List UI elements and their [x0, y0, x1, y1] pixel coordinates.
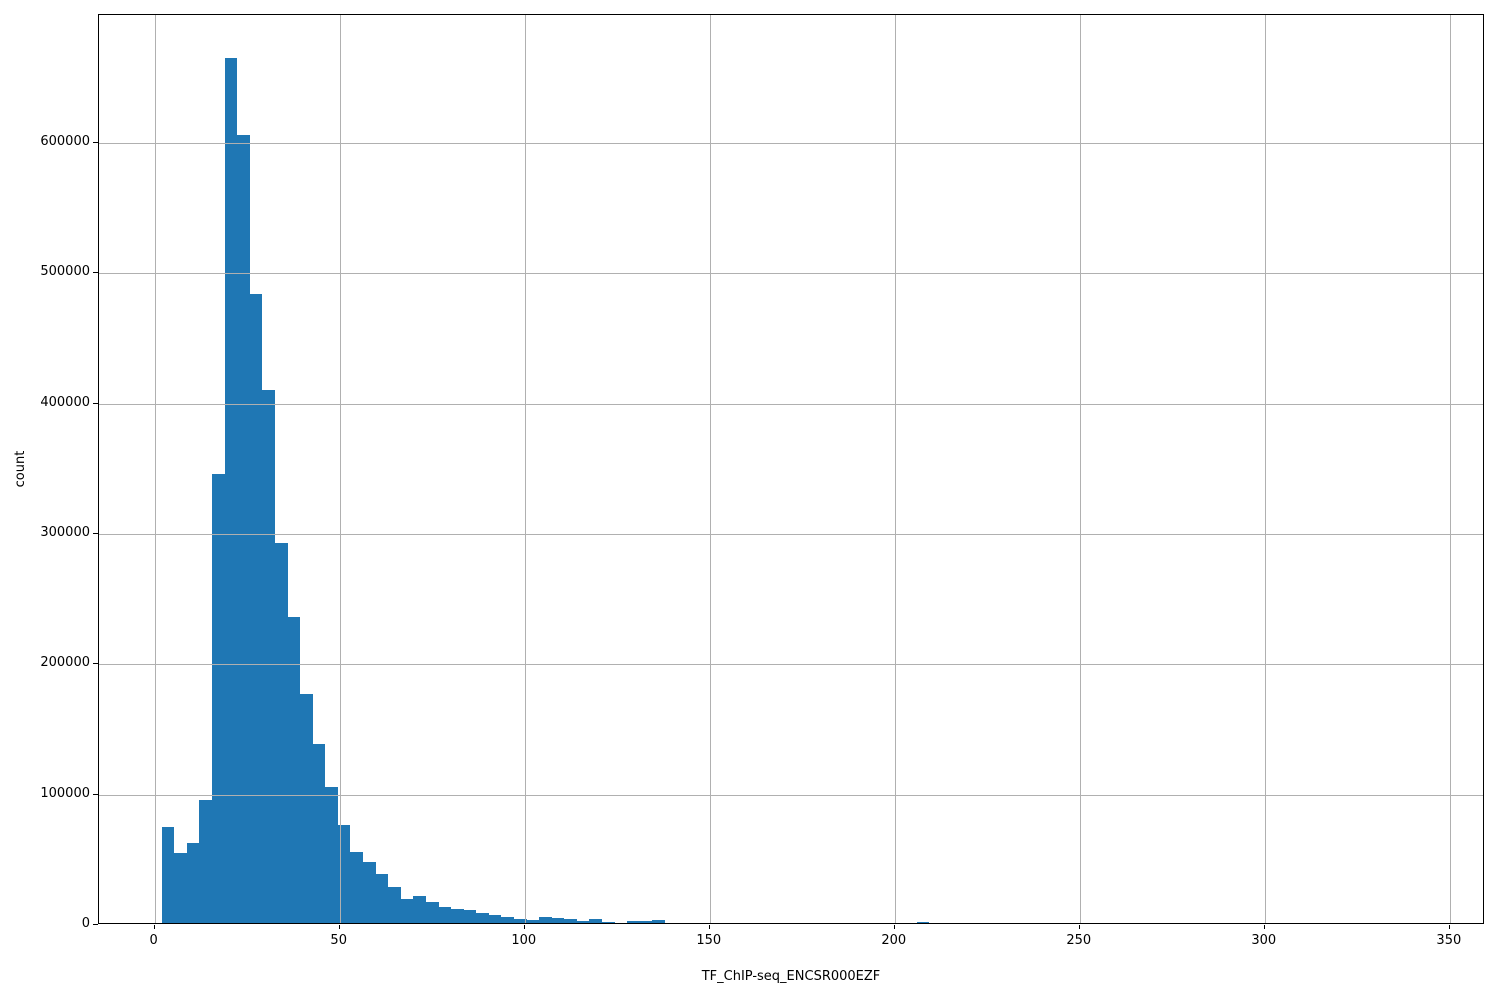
gridline-vertical [339, 15, 341, 923]
histogram-bar [363, 862, 376, 923]
x-tick-label: 0 [149, 933, 158, 948]
histogram-bar [954, 923, 967, 924]
gridline-vertical [1449, 15, 1451, 923]
x-axis-label: TF_ChIP-seq_ENCSR000EZF [701, 969, 881, 984]
y-tick-label: 400000 [40, 394, 90, 410]
histogram-bar [350, 851, 364, 923]
histogram-bar [589, 919, 603, 923]
x-tick-mark [708, 925, 710, 929]
histogram-bar [274, 543, 288, 923]
gridline-vertical [709, 15, 711, 923]
x-tick-mark [523, 925, 525, 929]
x-tick-mark [153, 925, 155, 929]
histogram-bar [602, 921, 615, 923]
y-tick-mark [93, 141, 98, 143]
gridline-horizontal [99, 142, 1483, 144]
histogram-bar [388, 887, 401, 923]
histogram-bar [526, 920, 540, 923]
x-tick-mark [1078, 925, 1080, 929]
histogram-bar [199, 799, 213, 923]
histogram-bar [425, 901, 439, 923]
y-tick-label: 600000 [40, 133, 90, 149]
y-tick-label: 500000 [40, 264, 90, 280]
histogram-bar [690, 922, 703, 923]
x-tick-label: 150 [696, 933, 722, 948]
histogram-bar [614, 922, 628, 923]
x-tick-label: 200 [881, 933, 907, 948]
y-tick-mark [93, 402, 98, 404]
gridline-vertical [894, 15, 896, 923]
histogram-bar [212, 473, 225, 923]
gridline-horizontal [99, 273, 1483, 275]
gridline-horizontal [99, 403, 1483, 405]
x-tick-mark [893, 925, 895, 929]
histogram-bar [639, 920, 653, 923]
histogram-bar [249, 293, 263, 923]
histogram-bar [325, 786, 338, 923]
histogram-bar [627, 920, 640, 923]
gridline-vertical [1079, 15, 1081, 923]
x-tick-label: 100 [511, 933, 537, 948]
y-tick-mark [93, 924, 98, 925]
histogram-bar [514, 919, 527, 923]
histogram-bar [715, 923, 728, 924]
gridline-vertical [1264, 15, 1266, 923]
histogram-bar [564, 919, 577, 923]
y-tick-label: 200000 [40, 655, 90, 671]
histogram-bar [262, 390, 275, 923]
gridline-horizontal [99, 664, 1483, 666]
x-tick-label: 300 [1251, 933, 1277, 948]
histogram-bar [174, 853, 187, 923]
histogram-bar [576, 920, 590, 923]
histogram-bar [237, 134, 250, 923]
y-tick-mark [93, 793, 98, 795]
histogram-bar [652, 920, 665, 923]
y-tick-label: 0 [81, 916, 90, 931]
histogram-bar [539, 916, 552, 923]
histogram-bar [438, 906, 452, 923]
gridline-vertical [154, 15, 156, 923]
histogram-bar [451, 909, 464, 923]
histogram-bar [161, 827, 175, 923]
histogram-bar [287, 617, 301, 923]
histogram-bar [300, 694, 313, 923]
histogram-bar [488, 915, 502, 923]
histogram-bar [702, 922, 716, 923]
y-axis-label: count [13, 450, 28, 488]
gridline-vertical [524, 15, 526, 923]
x-tick-mark [1263, 925, 1265, 929]
histogram-bar [551, 918, 565, 923]
x-tick-mark [338, 925, 340, 929]
histogram-bar [375, 874, 389, 923]
histogram-bar [916, 921, 930, 923]
histogram-bar [186, 842, 200, 923]
histogram-bar [476, 913, 489, 923]
x-tick-label: 350 [1436, 933, 1462, 948]
histogram-bar [664, 922, 678, 923]
histogram-bar [224, 58, 238, 923]
y-tick-mark [93, 663, 98, 665]
histogram-bar [337, 824, 351, 923]
plot-area [98, 14, 1484, 924]
histogram-bar [501, 916, 514, 923]
gridline-horizontal [99, 794, 1483, 796]
histogram-bar [413, 896, 426, 923]
y-tick-label: 300000 [40, 524, 90, 540]
y-tick-mark [93, 272, 98, 274]
x-tick-label: 50 [330, 933, 347, 948]
y-tick-label: 100000 [40, 785, 90, 801]
histogram-bar [312, 743, 326, 923]
x-tick-label: 250 [1066, 933, 1092, 948]
y-tick-mark [93, 532, 98, 534]
histogram-bar [866, 923, 879, 924]
histogram-bar [400, 898, 414, 923]
gridline-horizontal [99, 533, 1483, 535]
x-tick-mark [1448, 925, 1450, 929]
histogram-bar [463, 910, 477, 923]
